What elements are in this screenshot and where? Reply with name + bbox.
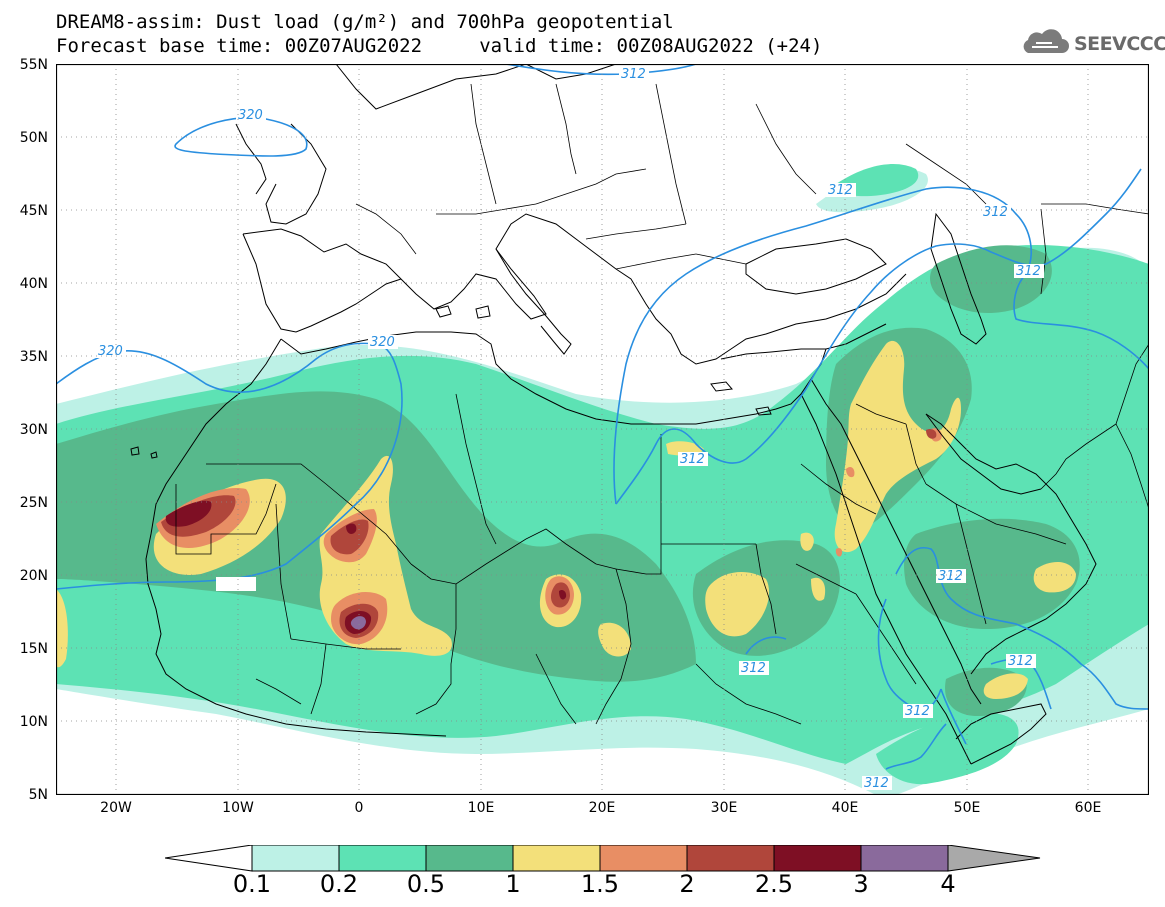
colorbar-label: 2 [679, 870, 695, 898]
map-title: DREAM8-assim: Dust load (g/m²) and 700hP… [56, 11, 674, 33]
cloud-icon [1018, 27, 1070, 61]
lat-label: 40N [19, 276, 48, 292]
colorbar-swatch [512, 845, 601, 872]
lat-label: 35N [19, 349, 48, 365]
lat-label: 25N [19, 495, 48, 511]
contour-label: 312 [983, 205, 1008, 220]
contour-label: 312 [680, 452, 705, 467]
colorbar-label: 2.5 [754, 870, 794, 898]
contour-label: 320 [238, 108, 263, 123]
contour-label: 312 [938, 569, 963, 584]
country-borders [175, 83, 1149, 725]
lon-label: 60E [1074, 800, 1102, 816]
seevccc-logo: SEEVCCC [1018, 27, 1165, 61]
contour-label: 312 [741, 661, 766, 676]
contour-label: 312 [1016, 264, 1041, 279]
contour-label: 312 [864, 776, 889, 791]
colorbar-label: 1.5 [580, 870, 620, 898]
lat-label: 45N [19, 203, 48, 219]
coastlines [130, 64, 1097, 765]
colorbar [165, 845, 1041, 872]
contour-label: 312 [1008, 654, 1033, 669]
lon-label: 20W [100, 800, 132, 816]
colorbar-label: 0.2 [319, 870, 359, 898]
lon-label: 50E [953, 800, 981, 816]
colorbar-swatch [686, 845, 775, 872]
gridlines [56, 64, 1149, 795]
lon-label: 20E [588, 800, 616, 816]
colorbar-label: 3 [853, 870, 869, 898]
contour-labels: 312 320 320 312 312 312 320 312 312 312 … [96, 67, 1044, 791]
contour-label: 312 [621, 67, 646, 82]
contour-label: 312 [828, 183, 853, 198]
colorbar-swatch [599, 845, 688, 872]
colorbar-label: 4 [940, 870, 956, 898]
colorbar-swatch [338, 845, 427, 872]
dust-layer-4 [350, 616, 366, 630]
colorbar-swatch [860, 845, 949, 872]
colorbar-swatch [425, 845, 514, 872]
lat-label: 30N [19, 422, 48, 438]
lon-label: 30E [710, 800, 738, 816]
lon-label: 10E [467, 800, 495, 816]
lat-label: 5N [28, 787, 48, 803]
contour-label: 320 [370, 335, 395, 350]
colorbar-label: 0.1 [232, 870, 272, 898]
lat-label: 10N [19, 714, 48, 730]
forecast-time-subtitle: Forecast base time: 00Z07AUG2022 valid t… [56, 35, 823, 57]
lat-label: 50N [19, 130, 48, 146]
contour-label: 312 [905, 704, 930, 719]
lon-label: 40E [831, 800, 859, 816]
colorbar-low-triangle [165, 845, 253, 872]
map-frame [56, 64, 1149, 795]
dust-load-map: 312 320 320 312 312 312 320 312 312 312 … [56, 64, 1149, 795]
colorbar-label: 0.5 [406, 870, 446, 898]
colorbar-label: 1 [505, 870, 521, 898]
lon-label: 10W [222, 800, 254, 816]
colorbar-swatch [773, 845, 862, 872]
lon-label: 0 [354, 800, 364, 816]
colorbar-high-triangle [947, 845, 1041, 872]
lat-label: 55N [19, 57, 48, 73]
lat-label: 15N [19, 641, 48, 657]
lat-label: 20N [19, 568, 48, 584]
contour-label: 320 [98, 344, 123, 359]
colorbar-swatch [251, 845, 340, 872]
logo-text: SEEVCCC [1074, 33, 1165, 55]
